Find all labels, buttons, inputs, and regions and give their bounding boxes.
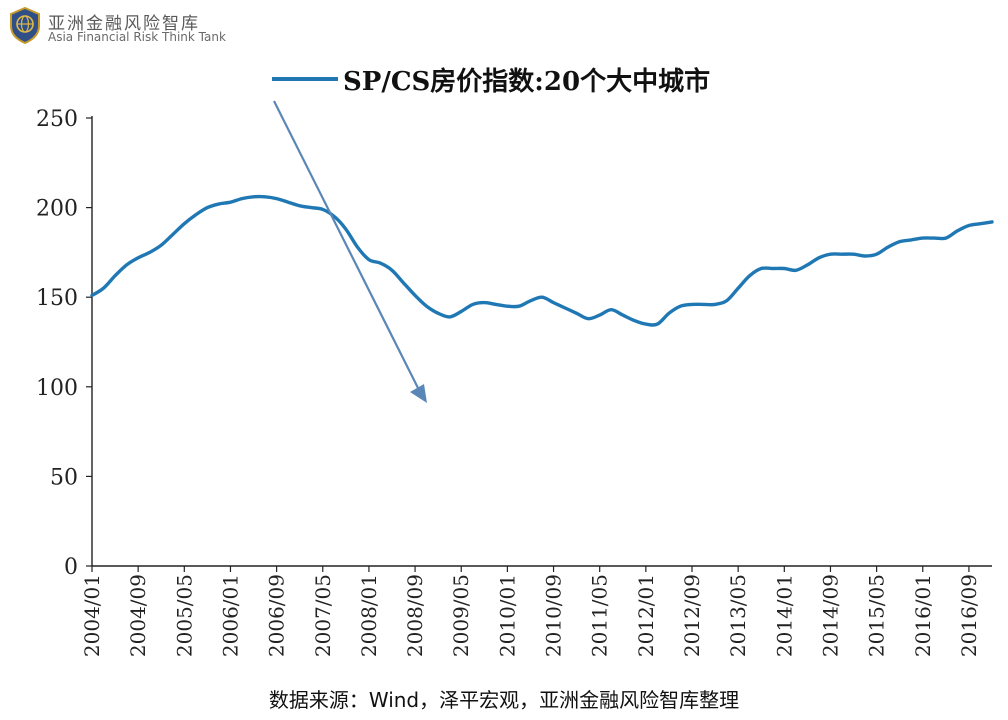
chart-legend: SP/CS房价指数:20个大中城市 [272, 66, 710, 97]
y-tick-label: 0 [64, 555, 78, 580]
trend-arrow-shaft [273, 100, 419, 389]
chart-axes [86, 116, 992, 572]
x-tick-label: 2009/05 [449, 574, 473, 657]
legend-label-series-1: SP/CS房价指数:20个大中城市 [343, 66, 710, 97]
annotation-layer [273, 100, 427, 403]
y-axis-tick-labels: 0 50 100 150 200 250 [36, 107, 78, 580]
x-tick-label: 2013/05 [726, 574, 750, 657]
x-tick-label: 2016/01 [911, 574, 935, 657]
series-line-1 [90, 194, 994, 327]
y-tick-label: 200 [36, 197, 78, 222]
source-note: 数据来源：Wind，泽平宏观，亚洲金融风险智库整理 [268, 688, 740, 712]
x-tick-label: 2012/09 [680, 574, 704, 657]
x-axis-tick-labels: 2004/01 2004/09 2005/05 2006/01 2006/09 2007/… [80, 574, 981, 657]
brand-name-en: Asia Financial Risk Think Tank [48, 30, 226, 44]
x-tick-label: 2007/05 [311, 574, 335, 657]
x-tick-label: 2004/09 [126, 574, 150, 657]
y-tick-label: 50 [50, 465, 78, 490]
x-tick-label: 2006/01 [218, 574, 242, 657]
x-tick-label: 2016/09 [957, 574, 981, 657]
brand-header: 亚洲金融风险智库 Asia Financial Risk Think Tank [8, 6, 248, 46]
x-tick-label: 2010/01 [495, 574, 519, 657]
trend-arrow-head [410, 384, 427, 403]
x-tick-label: 2008/09 [403, 574, 427, 657]
x-tick-label: 2012/01 [634, 574, 658, 657]
globe-shield-logo-icon [10, 6, 40, 44]
x-tick-label: 2005/05 [172, 574, 196, 657]
x-tick-label: 2004/01 [80, 574, 104, 657]
y-tick-label: 100 [36, 376, 78, 401]
x-tick-label: 2006/09 [265, 574, 289, 657]
x-tick-label: 2008/01 [357, 574, 381, 657]
x-tick-label: 2010/09 [542, 574, 566, 657]
y-tick-label: 250 [36, 107, 78, 132]
x-tick-label: 2014/09 [818, 574, 842, 657]
x-tick-label: 2011/05 [588, 574, 612, 657]
series-layer [90, 194, 994, 327]
x-tick-label: 2015/05 [865, 574, 889, 657]
brand-name-cn: 亚洲金融风险智库 [48, 14, 200, 34]
x-tick-label: 2014/01 [772, 574, 796, 657]
y-tick-label: 150 [36, 286, 78, 311]
